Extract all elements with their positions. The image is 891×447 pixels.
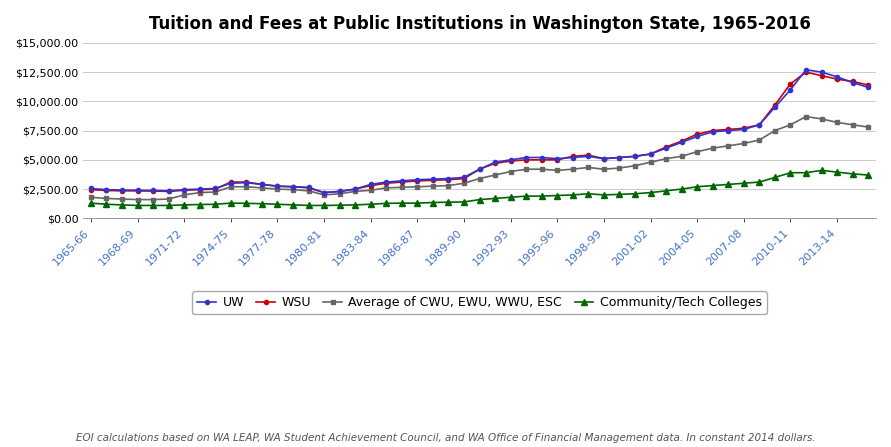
UW — [661, 145, 672, 151]
UW — [86, 186, 96, 191]
Community/Tech Colleges — [132, 203, 143, 208]
Average of CWU, EWU, WWU, ESC — [801, 114, 812, 119]
Average of CWU, EWU, WWU, ESC — [350, 189, 361, 194]
Community/Tech Colleges — [614, 192, 625, 197]
WSU — [661, 144, 672, 150]
Average of CWU, EWU, WWU, ESC — [661, 156, 672, 161]
UW — [614, 155, 625, 160]
Title: Tuition and Fees at Public Institutions in Washington State, 1965-2016: Tuition and Fees at Public Institutions … — [149, 15, 811, 33]
Average of CWU, EWU, WWU, ESC — [132, 197, 143, 202]
Community/Tech Colleges — [86, 200, 96, 206]
UW — [801, 67, 812, 72]
UW — [334, 189, 345, 194]
Average of CWU, EWU, WWU, ESC — [272, 186, 282, 192]
Average of CWU, EWU, WWU, ESC — [334, 191, 345, 196]
Community/Tech Colleges — [661, 188, 672, 194]
Community/Tech Colleges — [862, 173, 873, 178]
Community/Tech Colleges — [334, 202, 345, 208]
Average of CWU, EWU, WWU, ESC — [847, 122, 858, 127]
Line: Average of CWU, EWU, WWU, ESC: Average of CWU, EWU, WWU, ESC — [89, 114, 871, 202]
Text: EOI calculations based on WA LEAP, WA Student Achievement Council, and WA Office: EOI calculations based on WA LEAP, WA St… — [76, 433, 815, 443]
WSU — [801, 69, 812, 75]
Community/Tech Colleges — [847, 171, 858, 177]
Community/Tech Colleges — [350, 202, 361, 207]
UW — [847, 80, 858, 85]
WSU — [319, 190, 330, 195]
UW — [862, 84, 873, 90]
WSU — [350, 186, 361, 192]
WSU — [334, 189, 345, 194]
UW — [350, 186, 361, 192]
Line: Community/Tech Colleges: Community/Tech Colleges — [88, 168, 871, 208]
Line: WSU: WSU — [89, 70, 871, 195]
UW — [319, 190, 330, 195]
Average of CWU, EWU, WWU, ESC — [86, 194, 96, 200]
Average of CWU, EWU, WWU, ESC — [614, 165, 625, 171]
WSU — [257, 182, 267, 187]
WSU — [86, 187, 96, 192]
Line: UW: UW — [89, 67, 871, 195]
WSU — [847, 79, 858, 84]
Legend: UW, WSU, Average of CWU, EWU, WWU, ESC, Community/Tech Colleges: UW, WSU, Average of CWU, EWU, WWU, ESC, … — [192, 291, 766, 314]
Average of CWU, EWU, WWU, ESC — [862, 124, 873, 130]
Community/Tech Colleges — [272, 202, 282, 207]
WSU — [614, 155, 625, 160]
WSU — [862, 82, 873, 88]
Community/Tech Colleges — [816, 168, 827, 173]
UW — [257, 182, 267, 187]
